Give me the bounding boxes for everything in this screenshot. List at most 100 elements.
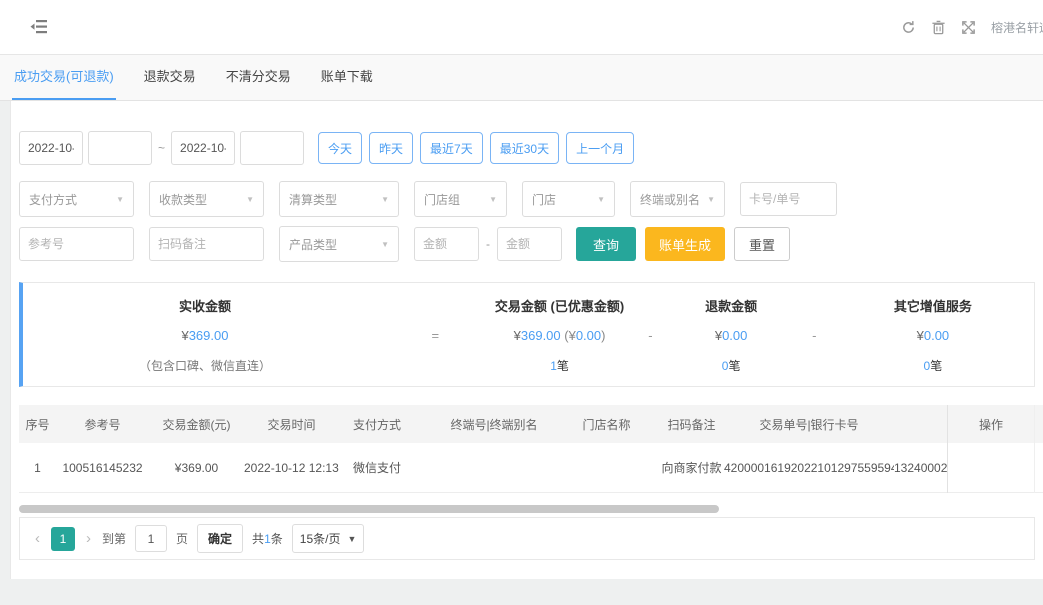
page-size-select[interactable]: 15条/页 ▼ bbox=[291, 524, 365, 553]
quick-range-lastmonth-button[interactable]: 上一个月 bbox=[566, 132, 635, 164]
filter-row-dates: ~ 今天 昨天 最近7天 最近30天 上一个月 bbox=[19, 131, 1043, 165]
settle-type-select-label: 清算类型 bbox=[289, 192, 338, 207]
header-reference: 参考号 bbox=[84, 417, 121, 432]
cell-amount: ¥369.00 bbox=[174, 460, 219, 475]
summary-minus-sign: - bbox=[648, 327, 653, 343]
tab-unsettled-transactions[interactable]: 不清分交易 bbox=[225, 69, 291, 84]
tab-refund-transactions[interactable]: 退款交易 bbox=[143, 69, 196, 84]
currency-symbol: ¥ bbox=[181, 328, 189, 343]
scan-remark-input[interactable] bbox=[149, 227, 264, 261]
chevron-down-icon: ▼ bbox=[347, 533, 357, 544]
page-label: 页 bbox=[176, 532, 189, 546]
quick-range-yesterday-button[interactable]: 昨天 bbox=[369, 132, 414, 164]
pay-method-select[interactable]: 支付方式 ▼ bbox=[19, 181, 134, 217]
table-header-row: 序号 参考号 交易金额(元) 交易时间 支付方式 终端号|终端别名 门店名称 扫… bbox=[19, 405, 1043, 443]
table-row[interactable]: 1 100516145232 ¥369.00 2022-10-12 12:13.… bbox=[19, 443, 1043, 493]
quick-range-today-button[interactable]: 今天 bbox=[318, 132, 363, 164]
summary-trade-label: 交易金额 (已优惠金额) bbox=[494, 299, 625, 314]
terminal-select-label: 终端或别名 bbox=[640, 192, 701, 207]
summary-refund: 退款金额 ¥0.00 0笔 bbox=[665, 296, 796, 374]
refresh-icon[interactable] bbox=[901, 20, 916, 35]
top-bar: 榕港名轩远洋 bbox=[0, 0, 1043, 55]
confirm-page-button[interactable]: 确定 bbox=[197, 524, 244, 553]
summary-trade-discount-open: (¥ bbox=[564, 328, 576, 343]
chevron-down-icon: ▼ bbox=[489, 194, 497, 204]
amount-max-input[interactable] bbox=[497, 227, 562, 261]
cell-action bbox=[948, 443, 1034, 493]
terminal-select[interactable]: 终端或别名 ▼ bbox=[630, 181, 725, 217]
summary-trade-amount: 369.00 bbox=[520, 328, 561, 343]
sidebar-collapse-icon[interactable] bbox=[30, 19, 50, 35]
pay-method-select-label: 支付方式 bbox=[29, 192, 78, 207]
summary-refund-amount: 0.00 bbox=[722, 328, 748, 343]
header-pay-method: 支付方式 bbox=[353, 417, 402, 432]
cell-time: 2022-10-12 12:13... bbox=[244, 460, 339, 475]
header-amount: 交易金额(元) bbox=[162, 417, 231, 432]
time-to-input[interactable] bbox=[240, 131, 305, 165]
goto-page-input[interactable] bbox=[135, 525, 168, 552]
pagination-bar: ‹ 1 › 到第 页 确定 共1条 15条/页 ▼ bbox=[19, 517, 1035, 560]
search-button[interactable]: 查询 bbox=[576, 227, 637, 261]
filter-row-selects: 支付方式 ▼ 收款类型 ▼ 清算类型 ▼ 门店组 ▼ 门店 ▼ 终端或别名 ▼ bbox=[19, 181, 1043, 217]
store-group-select[interactable]: 门店组 ▼ bbox=[414, 181, 507, 217]
summary-other-label: 其它增值服务 bbox=[893, 299, 972, 314]
tab-success-transactions[interactable]: 成功交易(可退款) bbox=[12, 66, 116, 100]
transactions-table: 序号 参考号 交易金额(元) 交易时间 支付方式 终端号|终端别名 门店名称 扫… bbox=[19, 405, 1043, 493]
cell-scan-remark: 向商家付款 bbox=[661, 461, 722, 475]
store-select[interactable]: 门店 ▼ bbox=[522, 181, 615, 217]
page-1-button[interactable]: 1 bbox=[51, 526, 75, 551]
header-time: 交易时间 bbox=[267, 417, 316, 432]
content-panel: ~ 今天 昨天 最近7天 最近30天 上一个月 支付方式 ▼ 收款类型 ▼ 清算… bbox=[10, 101, 1043, 579]
fullscreen-icon[interactable] bbox=[961, 20, 976, 35]
summary-received-note: （包含口碑、微信直连） bbox=[138, 359, 271, 373]
cell-seq: 1 bbox=[34, 460, 41, 475]
settle-type-select[interactable]: 清算类型 ▼ bbox=[279, 181, 399, 217]
filter-row-actions: 产品类型 ▼ - 查询 账单生成 重置 bbox=[19, 226, 1043, 262]
summary-received-amount: 369.00 bbox=[188, 328, 229, 343]
summary-equals-sign: = bbox=[431, 327, 440, 343]
product-type-select[interactable]: 产品类型 ▼ bbox=[279, 226, 399, 262]
time-from-input[interactable] bbox=[88, 131, 152, 165]
header-store: 门店名称 bbox=[582, 417, 631, 432]
currency-symbol: ¥ bbox=[916, 328, 924, 343]
summary-panel: 实收金额 ¥369.00 （包含口碑、微信直连） = 交易金额 (已优惠金额) … bbox=[19, 282, 1035, 387]
reset-button[interactable]: 重置 bbox=[734, 227, 791, 261]
header-trade-no: 交易单号|银行卡号 bbox=[759, 417, 859, 432]
tab-bar: 成功交易(可退款) 退款交易 不清分交易 账单下载 bbox=[0, 55, 1043, 101]
summary-trade-count: 1 bbox=[550, 359, 557, 373]
summary-other-services: 其它增值服务 ¥0.00 0笔 bbox=[832, 296, 1034, 374]
summary-other-count: 0 bbox=[923, 359, 931, 373]
reference-no-input[interactable] bbox=[19, 227, 134, 261]
page-size-label: 15条/页 bbox=[299, 532, 341, 546]
prev-page-icon[interactable]: ‹ bbox=[35, 530, 40, 547]
merchant-name[interactable]: 榕港名轩远洋 bbox=[991, 20, 1043, 35]
summary-trade-count-unit: 笔 bbox=[556, 359, 569, 373]
main-area: ~ 今天 昨天 最近7天 最近30天 上一个月 支付方式 ▼ 收款类型 ▼ 清算… bbox=[0, 101, 1043, 605]
next-page-icon[interactable]: › bbox=[86, 530, 91, 547]
tab-bill-download[interactable]: 账单下载 bbox=[320, 69, 373, 84]
card-no-input[interactable] bbox=[740, 182, 837, 216]
date-from-input[interactable] bbox=[19, 131, 83, 165]
amount-min-input[interactable] bbox=[414, 227, 479, 261]
amount-range-dash: - bbox=[486, 237, 490, 251]
quick-range-7days-button[interactable]: 最近7天 bbox=[420, 132, 483, 164]
goto-label: 到第 bbox=[102, 532, 127, 546]
chevron-down-icon: ▼ bbox=[246, 194, 254, 204]
chevron-down-icon: ▼ bbox=[597, 194, 605, 204]
date-to-input[interactable] bbox=[171, 131, 236, 165]
summary-other-amount: 0.00 bbox=[923, 328, 950, 343]
bill-generate-button[interactable]: 账单生成 bbox=[645, 227, 726, 261]
product-type-select-label: 产品类型 bbox=[289, 237, 338, 252]
summary-refund-count: 0 bbox=[721, 359, 729, 373]
receipt-type-select-label: 收款类型 bbox=[159, 192, 208, 207]
chevron-down-icon: ▼ bbox=[381, 194, 389, 204]
receipt-type-select[interactable]: 收款类型 ▼ bbox=[149, 181, 264, 217]
trash-icon[interactable] bbox=[931, 20, 946, 35]
horizontal-scrollbar[interactable] bbox=[19, 505, 719, 513]
header-seq: 序号 bbox=[25, 417, 50, 432]
cell-pay-method: 微信支付 bbox=[353, 461, 402, 475]
cell-trade-no: 4200001619202210129755959449 bbox=[724, 460, 894, 475]
quick-range-30days-button[interactable]: 最近30天 bbox=[489, 132, 560, 164]
summary-received: 实收金额 ¥369.00 （包含口碑、微信直连） bbox=[23, 296, 387, 374]
header-scan-remark: 扫码备注 bbox=[667, 417, 716, 432]
